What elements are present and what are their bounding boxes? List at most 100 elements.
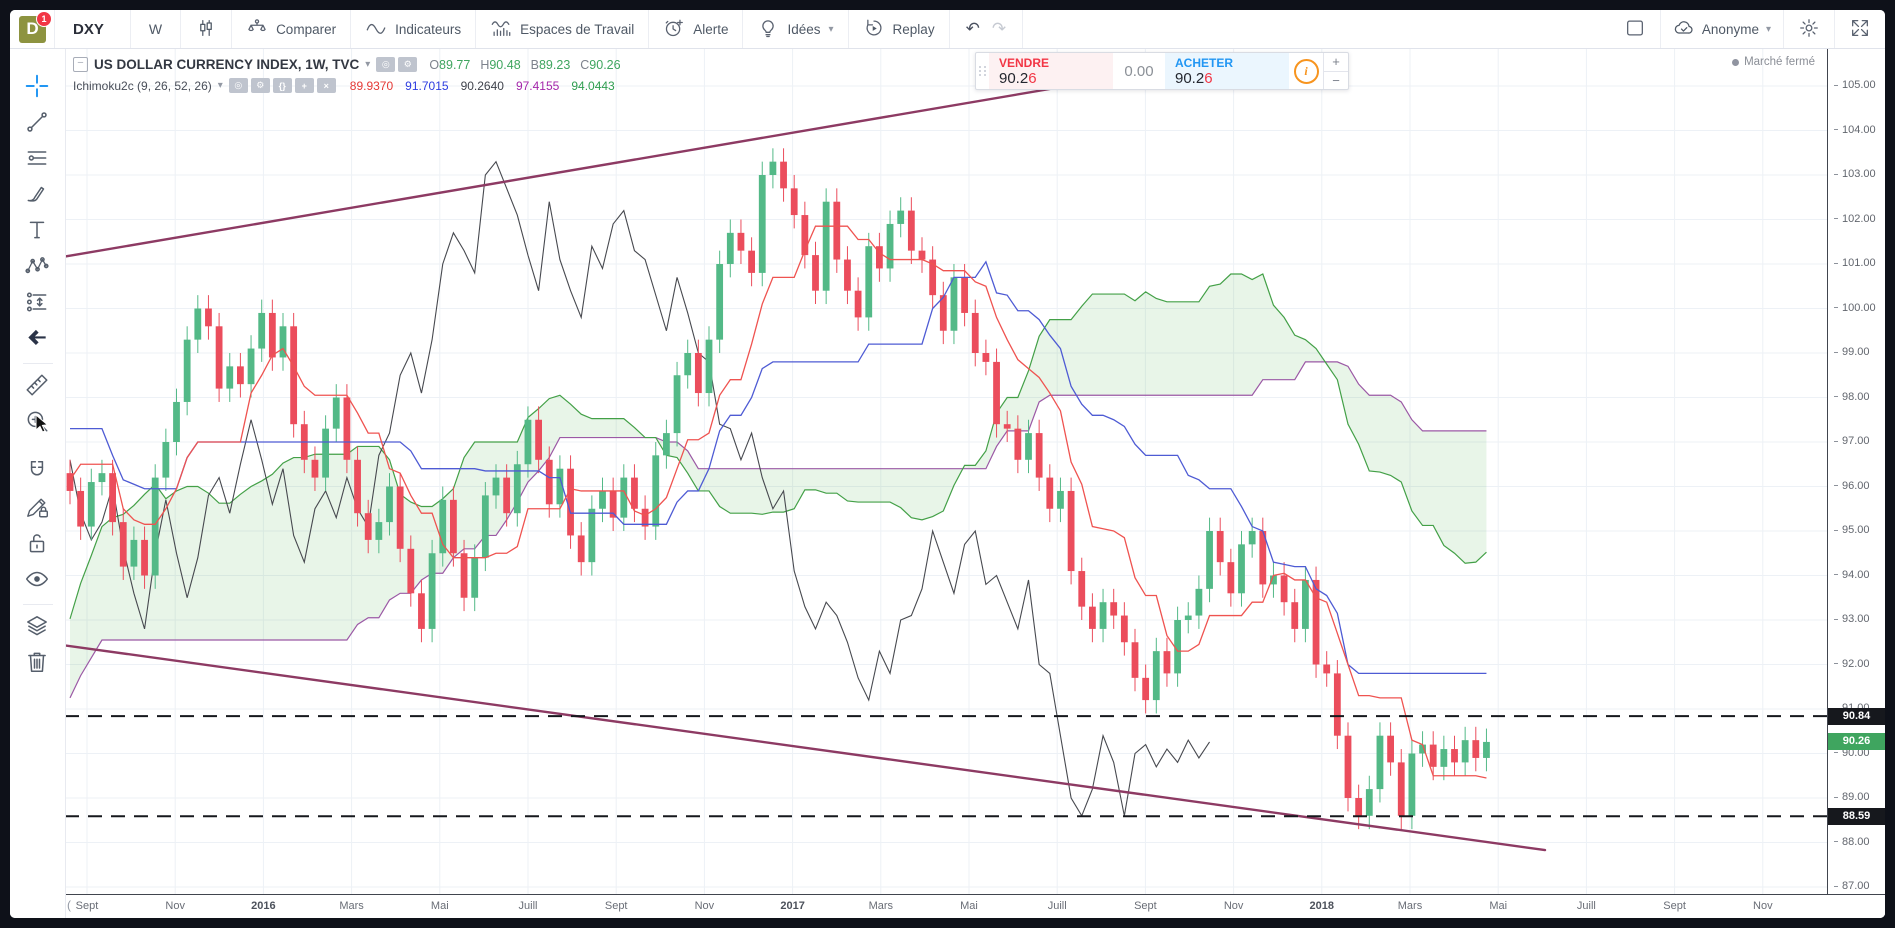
indicator-caret-icon[interactable]: ▾	[217, 80, 223, 91]
toolbar-separator	[742, 10, 744, 48]
indicator-button-3[interactable]: +	[294, 78, 314, 93]
compare-button[interactable]: Comparer	[232, 10, 350, 48]
compare-icon	[246, 17, 268, 42]
price-axis-label: 100.00	[1834, 302, 1876, 314]
toolbar-separator	[1022, 10, 1024, 48]
alert-label: Alerte	[693, 21, 729, 37]
indicator-button-0[interactable]: ◎	[228, 78, 248, 93]
settings-button[interactable]	[1784, 10, 1834, 48]
legend-button-1[interactable]: ⚙	[398, 57, 418, 72]
zoom-in-tool[interactable]	[10, 405, 64, 441]
ideas-button[interactable]: Idées ▾	[743, 10, 847, 48]
legend-symbol-title[interactable]: US DOLLAR CURRENCY INDEX, 1W, TVC	[94, 57, 360, 72]
replay-icon	[863, 17, 885, 42]
alert-button[interactable]: Alerte	[649, 10, 742, 48]
time-axis-label: Mai	[960, 900, 978, 912]
time-axis-label: 2018	[1309, 900, 1335, 912]
sell-button[interactable]: VENDRE 90.26	[989, 53, 1113, 89]
forecast-tool[interactable]	[10, 286, 64, 322]
redo-button[interactable]: ↷	[991, 19, 1007, 38]
interval-button[interactable]: W	[148, 21, 163, 37]
text-tool[interactable]	[10, 214, 64, 250]
indicator-button-1[interactable]: ⚙	[250, 78, 270, 93]
symbol-button[interactable]: DXY	[73, 20, 104, 38]
chikou-line	[69, 160, 1211, 818]
time-axis[interactable]: ( Sept Nov 2016 Mars Mai Juill Sept Nov 2017 Mars…	[65, 895, 1885, 918]
undo-button[interactable]: ↶	[965, 19, 980, 38]
brush-tool[interactable]	[10, 178, 64, 214]
measure-tool[interactable]	[10, 369, 64, 405]
legend-caret-icon[interactable]: ▾	[365, 59, 371, 70]
lock-all-tool[interactable]	[10, 527, 64, 563]
cursor-tool[interactable]	[10, 70, 64, 106]
fib-icon	[24, 145, 50, 176]
replay-button[interactable]: Replay	[849, 10, 949, 48]
price-axis-label: 87.00	[1834, 880, 1870, 892]
qty-minus-button[interactable]: −	[1332, 72, 1340, 88]
trendline-1[interactable]	[65, 644, 1547, 852]
trade-panel: VENDRE 90.26 0.00 ACHETER 90.26 i + −	[975, 52, 1349, 90]
price-axis-label: 96.00	[1834, 480, 1870, 492]
trade-panel-drag-handle[interactable]	[976, 53, 989, 89]
toolbar-separator	[847, 10, 849, 48]
time-axis-label: Sept	[604, 900, 628, 912]
toolbar-separator	[350, 10, 352, 48]
hide-all-tool[interactable]	[10, 563, 64, 599]
workspaces-label: Espaces de Travail	[520, 21, 635, 37]
time-axis-label: 2017	[780, 900, 805, 912]
time-axis-label: Nov	[165, 900, 185, 912]
kijun-line	[70, 260, 1487, 675]
back-tool[interactable]	[10, 322, 64, 358]
ohlc-item: C90.26	[580, 57, 621, 72]
lock-icon	[24, 530, 50, 561]
trend-line-tool[interactable]	[10, 106, 64, 142]
indicator-button-4[interactable]: ×	[316, 78, 336, 93]
indicators-icon	[365, 17, 387, 42]
backarrow-icon	[24, 325, 50, 356]
toolbar-separator	[948, 10, 950, 48]
layout-button[interactable]	[1610, 10, 1660, 48]
indicators-button[interactable]: Indicateurs	[351, 10, 475, 48]
replay-label: Replay	[892, 21, 935, 37]
bulb-icon	[757, 17, 779, 42]
trash-icon	[24, 649, 50, 680]
topbar-right: Anonyme ▾	[1610, 10, 1885, 48]
time-axis-label: Juill	[1576, 900, 1596, 912]
magnet-tool[interactable]	[10, 455, 64, 491]
remove-tool[interactable]	[10, 646, 64, 682]
price-chart[interactable]	[65, 48, 1827, 894]
crosshair-icon	[24, 73, 50, 104]
indicator-button-2[interactable]: {}	[272, 78, 292, 93]
trade-info: i	[1289, 53, 1323, 89]
time-axis-label: Nov	[1223, 900, 1244, 912]
info-icon[interactable]: i	[1293, 58, 1319, 84]
app-logo[interactable]: D 1	[19, 10, 52, 43]
account-menu[interactable]: Anonyme ▾	[1661, 17, 1783, 42]
indicator-name[interactable]: Ichimoku2c (9, 26, 52, 26)	[73, 78, 212, 93]
qty-plus-button[interactable]: +	[1324, 53, 1348, 72]
level-price-tag: 88.59	[1828, 807, 1885, 825]
legend-main-row: − US DOLLAR CURRENCY INDEX, 1W, TVC ▾ ◎ ⚙…	[73, 54, 621, 75]
price-axis-border	[1827, 48, 1828, 895]
indicator-value: 94.0443	[571, 78, 615, 93]
drawing-lock-tool[interactable]	[10, 491, 64, 527]
spread-value: 0.00	[1124, 62, 1154, 80]
toolbar-divider	[22, 604, 53, 605]
chevron-down-icon: ▾	[1765, 23, 1771, 35]
cloud-check-icon	[1673, 17, 1695, 42]
indicator-values: 89.9370 91.7015 90.2640 97.4155 94.0443	[350, 79, 615, 93]
workspaces-button[interactable]: Espaces de Travail	[476, 10, 648, 48]
indicators-label: Indicateurs	[395, 21, 462, 37]
legend-collapse-icon[interactable]: −	[73, 57, 88, 72]
pattern-tool[interactable]	[10, 250, 64, 286]
buy-button[interactable]: ACHETER 90.26	[1165, 53, 1289, 89]
workspace-icon	[490, 17, 512, 42]
chart-style-button[interactable]	[181, 10, 231, 48]
time-axis-collapse[interactable]: (	[67, 898, 71, 912]
price-axis[interactable]: 105.00 104.00 103.00 102.00 101.00 100.00 99.0…	[1828, 48, 1885, 894]
trendline-0[interactable]	[65, 56, 1234, 258]
fullscreen-button[interactable]	[1835, 10, 1885, 48]
object-tree-tool[interactable]	[10, 610, 64, 646]
legend-button-0[interactable]: ◎	[376, 57, 396, 72]
gann-fib-tool[interactable]	[10, 142, 64, 178]
